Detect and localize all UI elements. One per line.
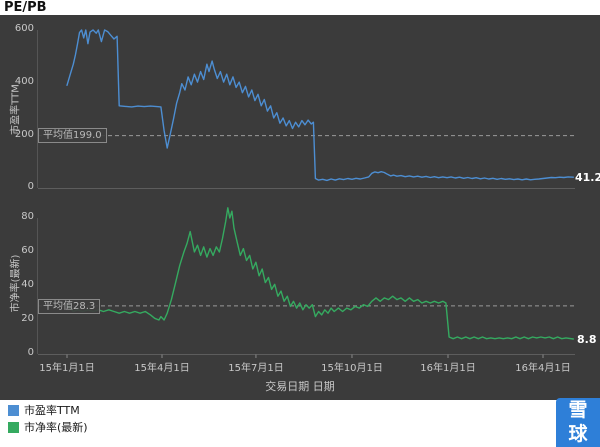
pe-average-label: 平均值199.0 [38, 128, 107, 143]
watermark-char-top: 雪 [568, 399, 588, 421]
pe-ytick-0: 0 [27, 181, 34, 192]
pe-ytick-600: 600 [14, 23, 34, 34]
pe-last-value: 41.2 [575, 171, 600, 184]
legend-swatch-pe [8, 405, 19, 416]
pb-ytick-80: 80 [21, 211, 34, 222]
legend-swatch-pb [8, 422, 19, 433]
legend: 市盈率TTM 市净率(最新) [0, 402, 420, 438]
x-tick-label: 15年1月1日 [39, 363, 95, 374]
x-tick-label: 15年4月1日 [134, 363, 190, 374]
chart-panel: 600 400 200 0 80 60 40 20 0 市盈率TTM 市净率(最… [0, 15, 600, 400]
x-tick-label: 15年10月1日 [321, 363, 383, 374]
pb-y-axis-label: 市净率(最新) [10, 254, 22, 313]
legend-item-pb[interactable]: 市净率(最新) [0, 421, 200, 434]
legend-label-pb: 市净率(最新) [24, 421, 88, 434]
pb-last-value: 8.8 [577, 333, 597, 346]
legend-label-pe: 市盈率TTM [24, 404, 80, 417]
pe-y-axis-label: 市盈率TTM [10, 84, 22, 135]
x-axis-title: 交易日期 日期 [265, 380, 335, 393]
pb-ytick-20: 20 [21, 313, 34, 324]
watermark-char-bottom: 球 [568, 423, 588, 445]
page-title: PE/PB [4, 0, 47, 15]
x-tick-label: 15年7月1日 [228, 363, 284, 374]
xueqiu-watermark: 雪 球 [556, 398, 600, 447]
pe-ytick-200: 200 [14, 129, 34, 140]
pe-ytick-400: 400 [14, 76, 34, 87]
pb-ytick-0: 0 [27, 347, 34, 358]
pb-average-label: 平均值28.3 [38, 299, 101, 314]
legend-item-pe[interactable]: 市盈率TTM [0, 404, 200, 417]
pb-ytick-60: 60 [21, 245, 34, 256]
x-tick-label: 16年4月1日 [515, 363, 571, 374]
x-tick-label: 16年1月1日 [420, 363, 476, 374]
chart-plot-area[interactable] [0, 15, 600, 400]
pb-ytick-40: 40 [21, 279, 34, 290]
